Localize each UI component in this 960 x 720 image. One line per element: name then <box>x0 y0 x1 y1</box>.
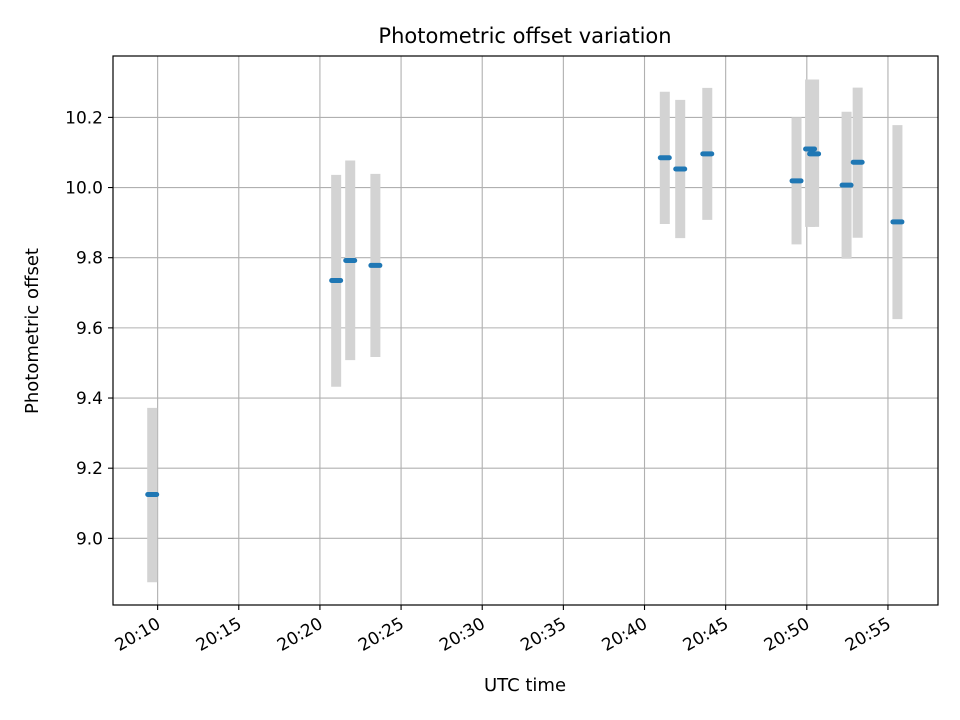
y-tick-label: 9.6 <box>76 319 103 339</box>
x-axis-label: UTC time <box>484 675 566 696</box>
y-tick-label: 9.8 <box>76 249 103 269</box>
y-tick-label: 9.4 <box>76 389 103 409</box>
data-points <box>145 146 905 497</box>
y-tick-label: 10.0 <box>65 179 103 199</box>
y-axis-ticks: 9.0 9.2 9.4 9.6 9.8 10.0 10.2 <box>65 108 113 549</box>
plot-frame <box>112 55 939 606</box>
chart-title: Photometric offset variation <box>378 24 671 48</box>
y-tick-label: 10.2 <box>65 108 103 128</box>
y-tick-label: 9.0 <box>76 529 103 549</box>
y-tick-label: 9.2 <box>76 459 103 479</box>
y-axis-label: Photometric offset <box>22 248 43 414</box>
